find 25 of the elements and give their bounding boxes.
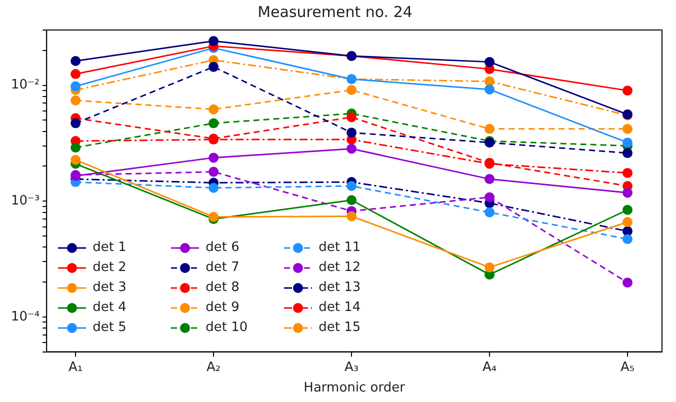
x-tick-label: A₅ bbox=[620, 360, 635, 375]
legend-label: det 11 bbox=[318, 240, 361, 256]
legend-label: det 9 bbox=[206, 300, 240, 316]
legend-label: det 14 bbox=[318, 300, 361, 316]
legend-label: det 1 bbox=[92, 240, 126, 256]
legend-label: det 5 bbox=[92, 320, 126, 336]
x-axis-title: Harmonic order bbox=[304, 380, 406, 396]
legend-label: det 2 bbox=[92, 260, 126, 276]
x-tick-label: A₃ bbox=[344, 360, 359, 375]
legend-label: det 15 bbox=[318, 320, 361, 336]
legend-label: det 4 bbox=[92, 300, 126, 316]
y-tick-label: 10⁻⁴ bbox=[10, 309, 40, 324]
x-tick-label: A₁ bbox=[68, 360, 83, 375]
legend-label: det 12 bbox=[318, 260, 361, 276]
chart-title: Measurement no. 24 bbox=[258, 2, 412, 21]
x-tick-label: A₂ bbox=[206, 360, 221, 375]
legend-label: det 8 bbox=[206, 280, 240, 296]
legend-label: det 6 bbox=[206, 240, 240, 256]
legend-label: det 10 bbox=[206, 320, 248, 336]
y-tick-label: 10⁻³ bbox=[10, 193, 40, 208]
y-tick-label: 10⁻² bbox=[10, 78, 40, 93]
legend-label: det 13 bbox=[318, 280, 361, 296]
x-tick-label: A₄ bbox=[482, 360, 497, 375]
legend-label: det 7 bbox=[206, 260, 240, 276]
legend-label: det 3 bbox=[92, 280, 126, 296]
